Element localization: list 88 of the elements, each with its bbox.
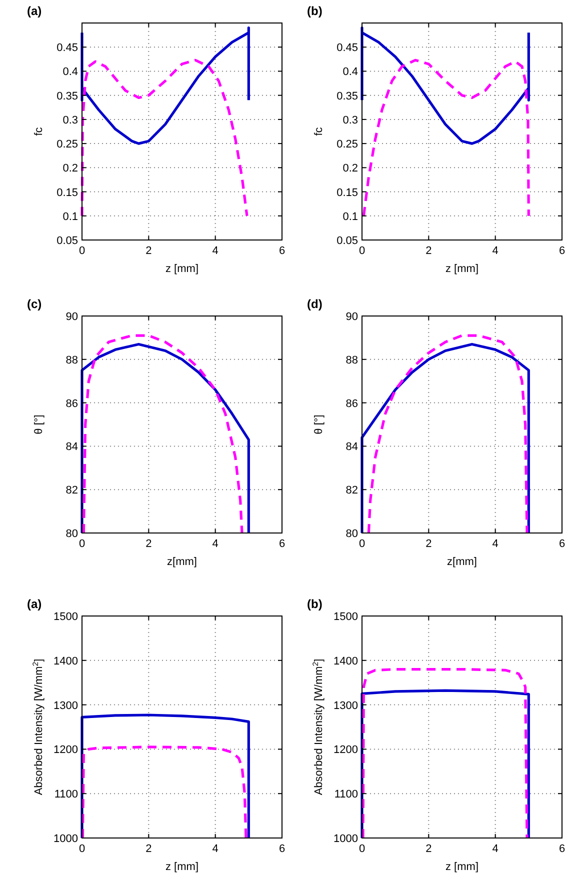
y-tick-label: 1300	[54, 700, 78, 712]
y-tick-label: 1200	[334, 744, 358, 756]
y-tick-label: 80	[66, 528, 78, 540]
x-tick-label: 4	[492, 245, 498, 257]
x-tick-label: 2	[426, 538, 432, 550]
y-tick-label: 86	[66, 398, 78, 410]
y-tick-label: 84	[346, 441, 358, 454]
x-tick-label: 2	[146, 843, 152, 855]
y-tick-label: 82	[346, 484, 358, 497]
y-tick-label: 82	[66, 484, 78, 497]
x-axis-title: z [mm]	[166, 861, 198, 873]
x-tick-label: 0	[78, 843, 86, 855]
y-tick-label: 0.2	[62, 162, 78, 175]
x-tick-label: 4	[212, 245, 218, 257]
line-series	[81, 746, 248, 840]
y-tick-label: 0.25	[336, 138, 358, 151]
x-axis-title: z[mm]	[447, 556, 477, 568]
y-axis-title: fc	[313, 126, 325, 136]
x-tick-label: 0	[358, 538, 366, 550]
y-tick-label: 1400	[54, 655, 78, 668]
y-tick-label: 0.45	[336, 42, 358, 54]
y-tick-label: 1400	[334, 655, 358, 668]
x-axis-title: z [mm]	[446, 263, 478, 275]
y-tick-label: 86	[346, 398, 358, 410]
y-tick-label: 1000	[54, 833, 78, 845]
y-tick-label: 84	[66, 441, 78, 454]
x-tick-label: 2	[146, 245, 152, 257]
y-tick-label: 1000	[334, 833, 358, 845]
y-tick-label: 90	[346, 311, 358, 323]
x-tick-label: 4	[492, 538, 498, 550]
x-tick-label: 4	[492, 843, 498, 855]
y-tick-label: 0.35	[336, 90, 358, 102]
y-tick-label: 0.45	[56, 42, 78, 54]
y-tick-label: 1500	[334, 611, 358, 623]
line-series	[362, 58, 530, 218]
y-tick-label: 0.15	[336, 186, 358, 199]
y-axis-title: θ [°]	[33, 414, 45, 434]
y-axis-title: fc	[33, 126, 45, 136]
chart-title: (b)	[307, 4, 322, 18]
y-tick-label: 1100	[54, 788, 78, 801]
x-axis-title: z [mm]	[166, 263, 198, 275]
x-tick-label: 6	[558, 245, 566, 257]
x-tick-label: 6	[278, 843, 286, 855]
x-axis-title: z [mm]	[446, 861, 478, 873]
y-tick-label: 1200	[54, 744, 78, 756]
x-tick-label: 0	[78, 538, 86, 550]
y-tick-label: 0.15	[56, 186, 78, 199]
y-tick-label: 0.25	[56, 138, 78, 151]
y-tick-label: 1500	[54, 611, 78, 623]
line-series	[80, 26, 250, 145]
y-tick-label: 1300	[334, 700, 358, 712]
x-tick-label: 2	[146, 538, 152, 550]
chart-title: (a)	[27, 597, 42, 611]
line-series	[80, 714, 250, 840]
x-tick-label: 0	[78, 245, 86, 257]
x-tick-label: 6	[278, 538, 286, 550]
y-axis-title: θ [°]	[313, 414, 325, 434]
y-tick-label: 90	[66, 311, 78, 323]
y-tick-label: 0.05	[336, 235, 358, 247]
y-tick-label: 0.05	[56, 235, 78, 247]
y-tick-label: 80	[346, 528, 358, 540]
x-tick-label: 0	[358, 843, 366, 855]
y-tick-label: 0.3	[62, 114, 78, 126]
y-tick-label: 0.3	[342, 114, 358, 126]
line-series	[80, 58, 248, 218]
y-tick-label: 0.4	[342, 66, 358, 78]
y-tick-label: 0.4	[62, 66, 78, 78]
x-tick-label: 6	[278, 245, 286, 257]
y-tick-label: 0.1	[342, 210, 358, 223]
x-tick-label: 6	[558, 843, 566, 855]
x-tick-label: 4	[212, 843, 218, 855]
y-tick-label: 88	[346, 354, 358, 366]
y-tick-label: 0.2	[342, 162, 358, 175]
y-tick-label: 88	[66, 354, 78, 366]
x-tick-label: 6	[558, 538, 566, 550]
y-tick-label: 0.35	[56, 90, 78, 102]
x-axis-title: z[mm]	[167, 556, 197, 568]
chart-title: (b)	[307, 597, 322, 611]
x-tick-label: 2	[426, 245, 432, 257]
chart-title: (d)	[307, 297, 322, 311]
chart-title: (c)	[27, 297, 42, 311]
y-tick-label: 1100	[334, 788, 358, 801]
x-tick-label: 4	[212, 538, 218, 550]
chart-title: (a)	[27, 4, 42, 18]
x-tick-label: 0	[358, 245, 366, 257]
y-tick-label: 0.1	[62, 210, 78, 223]
line-series	[360, 26, 530, 145]
x-tick-label: 2	[426, 843, 432, 855]
